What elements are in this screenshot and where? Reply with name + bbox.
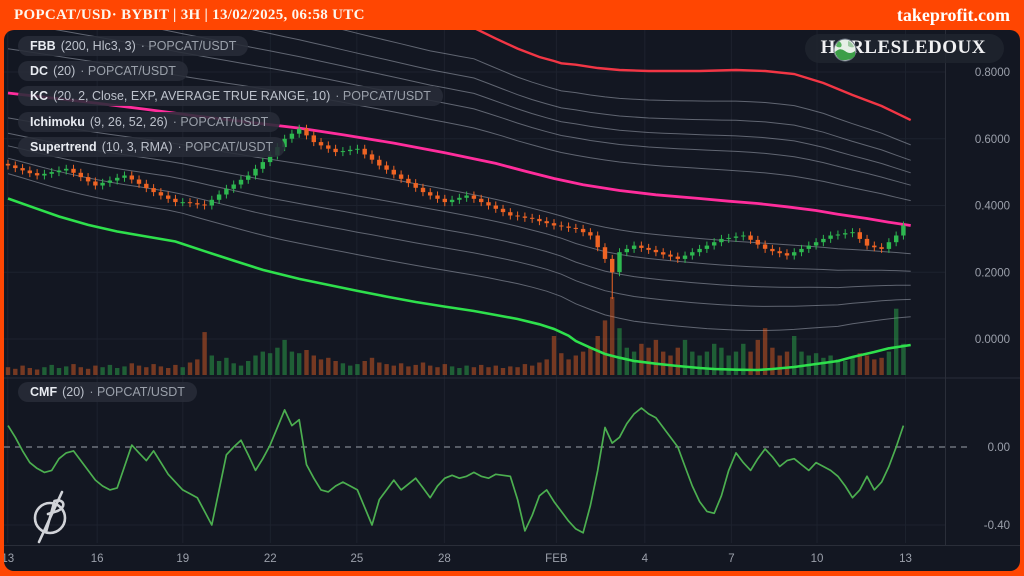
indicator-symbol: · POPCAT/USDT <box>80 64 176 78</box>
svg-text:10: 10 <box>811 553 824 565</box>
svg-text:28: 28 <box>438 553 451 565</box>
indicator-name: Ichimoku <box>30 115 85 129</box>
indicator-pill-ichimoku[interactable]: Ichimoku (9, 26, 52, 26) · POPCAT/USDT <box>18 112 281 132</box>
indicator-pill-fbb[interactable]: FBB (200, Hlc3, 3) · POPCAT/USDT <box>18 36 249 56</box>
svg-text:7: 7 <box>728 553 734 565</box>
fbb-upper-band <box>475 30 912 122</box>
indicator-name: FBB <box>30 39 56 53</box>
svg-text:22: 22 <box>264 553 277 565</box>
indicator-name: CMF <box>30 385 58 399</box>
indicator-symbol: · POPCAT/USDT <box>89 385 185 399</box>
svg-text:25: 25 <box>350 553 363 565</box>
indicator-symbol: · POPCAT/USDT <box>140 39 237 53</box>
indicator-name: Supertrend <box>30 140 97 154</box>
indicator-symbol: · POPCAT/USDT <box>177 140 274 154</box>
indicator-params: (20) <box>62 385 85 399</box>
svg-text:0.8000: 0.8000 <box>975 67 1010 79</box>
chart-panel[interactable]: 0.8000 0.6000 0.4000 0.2000 0.0000 0.00 -0.40 1… <box>4 30 1020 571</box>
watermark-badge: HARLESLEDOUX <box>804 34 1004 63</box>
indicator-pill-dc[interactable]: DC (20) · POPCAT/USDT <box>18 61 188 81</box>
pane-separators <box>4 30 1020 546</box>
svg-text:0.0000: 0.0000 <box>975 334 1010 346</box>
indicator-params: (20, 2, Close, EXP, AVERAGE TRUE RANGE, … <box>53 89 331 103</box>
svg-text:-0.40: -0.40 <box>984 520 1010 532</box>
indicator-params: (9, 26, 52, 26) <box>89 115 168 129</box>
svg-text:FEB: FEB <box>545 553 568 565</box>
svg-text:0.4000: 0.4000 <box>975 201 1010 213</box>
svg-text:13: 13 <box>4 553 14 565</box>
indicator-pill-supertrend[interactable]: Supertrend (10, 3, RMA) · POPCAT/USDT <box>18 137 286 157</box>
price-axis[interactable]: 0.8000 0.6000 0.4000 0.2000 0.0000 0.00 -0.40 <box>975 67 1010 532</box>
svg-text:0.2000: 0.2000 <box>975 267 1010 279</box>
svg-text:16: 16 <box>91 553 104 565</box>
top-bar: POPCAT/USD· BYBIT | 3H | 13/02/2025, 06:… <box>0 0 1024 30</box>
indicator-params: (10, 3, RMA) <box>101 140 173 154</box>
indicator-pill-kc[interactable]: KC (20, 2, Close, EXP, AVERAGE TRUE RANGE… <box>18 86 443 106</box>
indicator-name: KC <box>30 89 49 103</box>
chart-title: POPCAT/USD· BYBIT | 3H | 13/02/2025, 06:… <box>14 6 365 23</box>
indicator-symbol: · POPCAT/USDT <box>335 89 431 103</box>
indicator-params: (20) <box>53 64 76 78</box>
cmf-pane <box>4 407 969 534</box>
svg-text:0.00: 0.00 <box>988 442 1010 454</box>
svg-text:13: 13 <box>899 553 912 565</box>
indicator-params: (200, Hlc3, 3) <box>60 39 136 53</box>
indicator-name: DC <box>30 64 49 78</box>
indicator-pill-cmf[interactable]: CMF (20) · POPCAT/USDT <box>18 382 197 402</box>
svg-text:4: 4 <box>642 553 649 565</box>
indicator-symbol: · POPCAT/USDT <box>172 115 269 129</box>
brand-link[interactable]: takeprofit.com <box>896 4 1010 25</box>
cmf-line <box>7 407 905 534</box>
fbb-lower-band <box>7 197 911 372</box>
svg-text:19: 19 <box>176 553 189 565</box>
time-axis[interactable]: 13 16 19 22 25 28 FEB 4 7 10 13 <box>4 553 912 565</box>
svg-text:0.6000: 0.6000 <box>975 134 1010 146</box>
watermark-text: HARLESLEDOUX <box>820 37 986 58</box>
